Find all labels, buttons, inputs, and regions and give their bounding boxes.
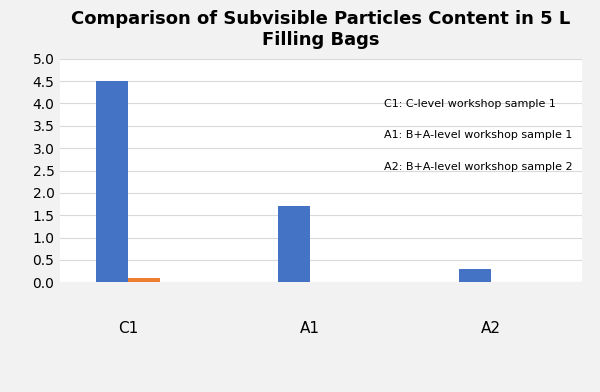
Text: C1: C-level workshop sample 1: C1: C-level workshop sample 1	[383, 99, 556, 109]
Bar	[97, 81, 128, 282]
Title: Comparison of Subvisible Particles Content in 5 L
Filling Bags: Comparison of Subvisible Particles Conte…	[71, 10, 571, 49]
Bar	[278, 206, 310, 282]
Text: A2: B+A-level workshop sample 2: A2: B+A-level workshop sample 2	[383, 162, 572, 172]
Text: A1: B+A-level workshop sample 1: A1: B+A-level workshop sample 1	[383, 130, 572, 140]
Bar	[460, 269, 491, 282]
Bar	[128, 278, 160, 282]
